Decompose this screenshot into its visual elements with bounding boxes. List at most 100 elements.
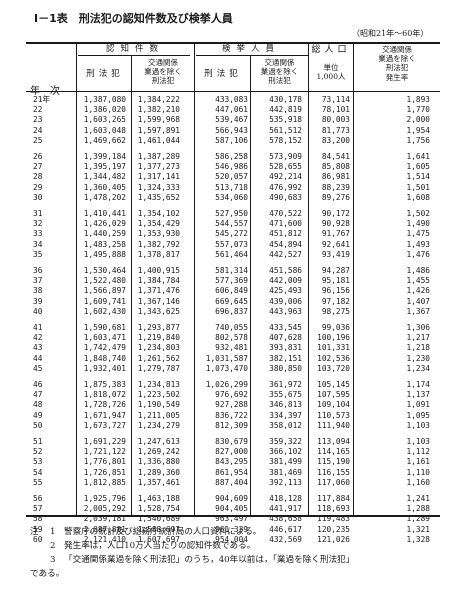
vline-arr-split xyxy=(250,55,251,515)
cell-arrested-total: 544,557 xyxy=(215,219,248,229)
cell-year: 56 xyxy=(33,494,43,503)
cell-rate: 1,161 xyxy=(406,457,430,467)
cell-rate: 1,493 xyxy=(406,239,430,249)
cell-recognized-excl-traffic: 1,336,880 xyxy=(137,457,180,467)
cell-year: 32 xyxy=(33,219,43,229)
table-row: 60 2,121,410 1,607,697 954,004 432,569 121,02… xyxy=(0,535,450,544)
vline-after-pop xyxy=(353,42,354,515)
cell-arrested-excl-traffic: 393,831 xyxy=(269,343,302,353)
cell-year: 59 xyxy=(33,524,43,534)
header-excl-traffic-1-line1: 交通関係 xyxy=(148,58,178,67)
table-row: 36 1,530,464 1,400,915 581,314 451,586 94,287… xyxy=(0,266,450,275)
cell-year: 23 xyxy=(33,115,43,125)
cell-arrested-excl-traffic: 490,683 xyxy=(269,192,302,202)
cell-year: 24 xyxy=(33,125,43,135)
cell-population: 107,595 xyxy=(317,390,350,400)
cell-arrested-excl-traffic: 432,569 xyxy=(269,534,302,544)
cell-arrested-total: 520,057 xyxy=(215,172,248,182)
table-row: 29 1,360,405 1,324,333 513,718 476,992 88,239… xyxy=(0,183,450,192)
table-row: 30 1,478,202 1,435,652 534,060 490,683 89,276… xyxy=(0,193,450,202)
cell-recognized-excl-traffic: 1,378,817 xyxy=(137,249,180,259)
cell-recognized-excl-traffic: 1,371,476 xyxy=(137,286,180,296)
cell-recognized-excl-traffic: 1,435,652 xyxy=(137,192,180,202)
cell-rate: 1,137 xyxy=(406,390,430,400)
cell-recognized-total: 1,848,740 xyxy=(83,353,126,363)
cell-recognized-total: 1,495,888 xyxy=(83,249,126,259)
cell-arrested-excl-traffic: 446,617 xyxy=(269,524,302,534)
cell-recognized-excl-traffic: 1,367,146 xyxy=(137,296,180,306)
cell-year: 47 xyxy=(33,390,43,400)
cell-year: 46 xyxy=(33,380,43,389)
cell-population: 94,287 xyxy=(321,266,350,275)
table-row: 53 1,776,801 1,336,880 843,295 381,499 115,19… xyxy=(0,457,450,466)
cell-recognized-total: 1,609,741 xyxy=(83,296,126,306)
vline-after-arr xyxy=(308,42,309,515)
cell-population: 97,182 xyxy=(321,296,350,306)
cell-population: 98,275 xyxy=(321,306,350,316)
cell-recognized-excl-traffic: 1,384,784 xyxy=(137,276,180,286)
cell-population: 120,235 xyxy=(317,524,350,534)
cell-rate: 1,289 xyxy=(406,514,430,524)
cell-recognized-excl-traffic: 1,211,005 xyxy=(137,410,180,420)
cell-population: 84,541 xyxy=(321,152,350,161)
header-rate-line2: 業過を除く xyxy=(378,54,416,64)
table-row: 28 1,344,482 1,317,141 520,057 492,214 86,981… xyxy=(0,172,450,181)
cell-recognized-excl-traffic: 1,279,787 xyxy=(137,363,180,373)
cell-rate: 1,110 xyxy=(406,467,430,477)
cell-rate: 1,095 xyxy=(406,410,430,420)
cell-population: 118,693 xyxy=(317,504,350,514)
cell-rate: 1,514 xyxy=(406,172,430,182)
cell-arrested-total: 961,339 xyxy=(215,524,248,534)
table-row: 26 1,399,184 1,387,289 586,258 573,909 84,541… xyxy=(0,152,450,161)
cell-population: 96,156 xyxy=(321,286,350,296)
cell-year: 42 xyxy=(33,333,43,343)
cell-rate: 1,160 xyxy=(406,477,430,487)
cell-recognized-excl-traffic: 1,463,188 xyxy=(137,494,180,503)
footnote-text: 発生率は，人口10万人当たりの認知件数である。 xyxy=(64,541,256,551)
cell-rate: 1,641 xyxy=(406,152,430,161)
cell-recognized-total: 1,344,482 xyxy=(83,172,126,182)
table-row: 50 1,673,727 1,234,279 812,309 358,012 111,94… xyxy=(0,421,450,430)
header-excl-traffic-2-line3: 刑法犯 xyxy=(268,76,291,86)
cell-arrested-total: 581,314 xyxy=(215,266,248,275)
table-row: 42 1,603,471 1,219,840 802,578 407,628 100,19… xyxy=(0,333,450,342)
cell-recognized-excl-traffic: 1,324,333 xyxy=(137,182,180,192)
table-row: 38 1,566,897 1,371,476 606,849 425,493 96,156… xyxy=(0,286,450,295)
cell-recognized-total: 1,818,072 xyxy=(83,390,126,400)
vline-after-year xyxy=(76,42,77,515)
cell-rate: 1,174 xyxy=(406,380,430,389)
cell-rate: 1,486 xyxy=(406,266,430,275)
cell-population: 83,200 xyxy=(321,135,350,145)
cell-arrested-excl-traffic: 561,512 xyxy=(269,125,302,135)
table-row: 44 1,848,740 1,261,562 1,031,587 382,151 102,… xyxy=(0,354,450,363)
header-excl-traffic-1-line3: 刑法犯 xyxy=(151,76,175,86)
cell-arrested-total: 669,645 xyxy=(215,296,248,306)
cell-arrested-excl-traffic: 471,600 xyxy=(269,219,302,229)
cell-recognized-excl-traffic: 1,354,429 xyxy=(137,219,180,229)
header-excl-traffic-2-line2: 業過を除く xyxy=(260,67,299,77)
cell-population: 116,155 xyxy=(317,467,350,477)
cell-arrested-total: 1,031,587 xyxy=(205,353,248,363)
cell-recognized-excl-traffic: 1,261,562 xyxy=(137,353,180,363)
table-row: 43 1,742,479 1,234,803 932,481 393,831 101,33… xyxy=(0,343,450,352)
cell-population: 80,003 xyxy=(321,115,350,125)
cell-year: 60 xyxy=(33,534,43,544)
cell-rate: 1,605 xyxy=(406,162,430,172)
cell-population: 111,940 xyxy=(317,420,350,430)
cell-recognized-excl-traffic: 1,234,279 xyxy=(137,420,180,430)
cell-year: 31 xyxy=(33,209,43,218)
cell-arrested-total: 836,722 xyxy=(215,410,248,420)
footnote-label: 注 xyxy=(30,527,39,537)
cell-population: 115,190 xyxy=(317,457,350,467)
cell-arrested-excl-traffic: 492,214 xyxy=(269,172,302,182)
cell-arrested-excl-traffic: 470,522 xyxy=(269,209,302,218)
cell-recognized-excl-traffic: 1,382,210 xyxy=(137,105,180,115)
cell-recognized-total: 1,721,122 xyxy=(83,447,126,457)
footnote-text: 警察庁の統計及び総務庁統計局の人口資料による。 xyxy=(64,527,262,537)
table-row: 22 1,386,020 1,382,210 447,061 442,819 78,101… xyxy=(0,105,450,114)
cell-year: 52 xyxy=(33,447,43,457)
cell-arrested-excl-traffic: 439,006 xyxy=(269,296,302,306)
header-group-recognized: 認知件数 xyxy=(105,44,164,54)
cell-population: 99,036 xyxy=(321,323,350,332)
cell-arrested-total: 830,679 xyxy=(215,437,248,446)
